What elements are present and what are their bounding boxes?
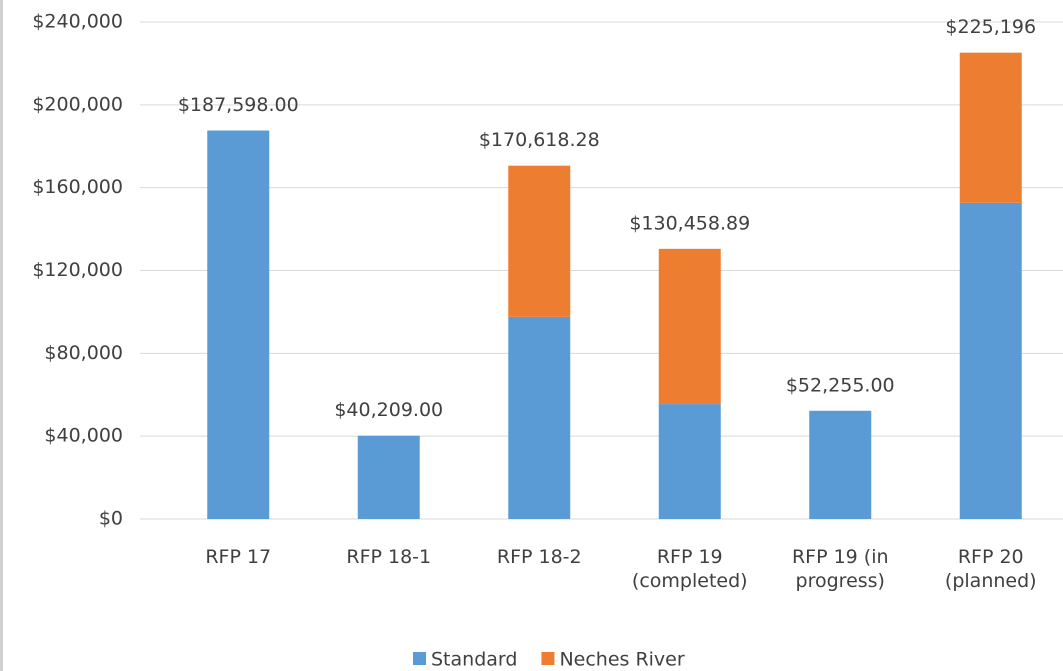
bar-segment bbox=[658, 248, 721, 405]
y-tick-label: $240,000 bbox=[32, 11, 123, 33]
total-label: $187,598.00 bbox=[178, 94, 299, 116]
total-label: $170,618.28 bbox=[479, 129, 600, 151]
y-tick-label: $0 bbox=[99, 508, 123, 530]
bar-segment bbox=[959, 52, 1022, 203]
legend-label: Neches River bbox=[559, 649, 684, 671]
y-tick-label: $160,000 bbox=[32, 176, 123, 198]
y-tick-label: $80,000 bbox=[44, 342, 123, 364]
bar-segment bbox=[508, 316, 571, 519]
y-tick-label: $40,000 bbox=[44, 425, 123, 447]
x-tick-label: RFP 17 bbox=[205, 546, 272, 568]
x-tick-label: RFP 20 (planned) bbox=[944, 546, 1037, 592]
total-label: $130,458.89 bbox=[629, 212, 750, 234]
total-label: $52,255.00 bbox=[786, 374, 895, 396]
bar-segment bbox=[508, 165, 571, 317]
x-tick-label: RFP 18-1 bbox=[346, 546, 432, 568]
bar-segment bbox=[658, 404, 721, 519]
x-tick-label: RFP 18-2 bbox=[496, 546, 582, 568]
bar-segment bbox=[959, 202, 1022, 519]
y-tick-label: $200,000 bbox=[32, 93, 123, 115]
bar-segment bbox=[809, 410, 872, 519]
total-label: $225,196 bbox=[945, 16, 1036, 38]
legend-swatch bbox=[413, 652, 426, 665]
total-label: $40,209.00 bbox=[334, 399, 443, 421]
x-tick-label: RFP 19 (in progress) bbox=[791, 546, 889, 592]
x-tick-label: RFP 19 (completed) bbox=[631, 546, 748, 592]
y-tick-label: $120,000 bbox=[32, 259, 123, 281]
bar-segment bbox=[207, 130, 270, 519]
legend-swatch bbox=[541, 652, 555, 665]
legend-label: Standard bbox=[431, 649, 517, 671]
chart-svg: $0 $40,000 $80,000 $120,000 $160,000 $200,000… bbox=[32, 11, 1063, 671]
bar-segment bbox=[357, 435, 420, 519]
